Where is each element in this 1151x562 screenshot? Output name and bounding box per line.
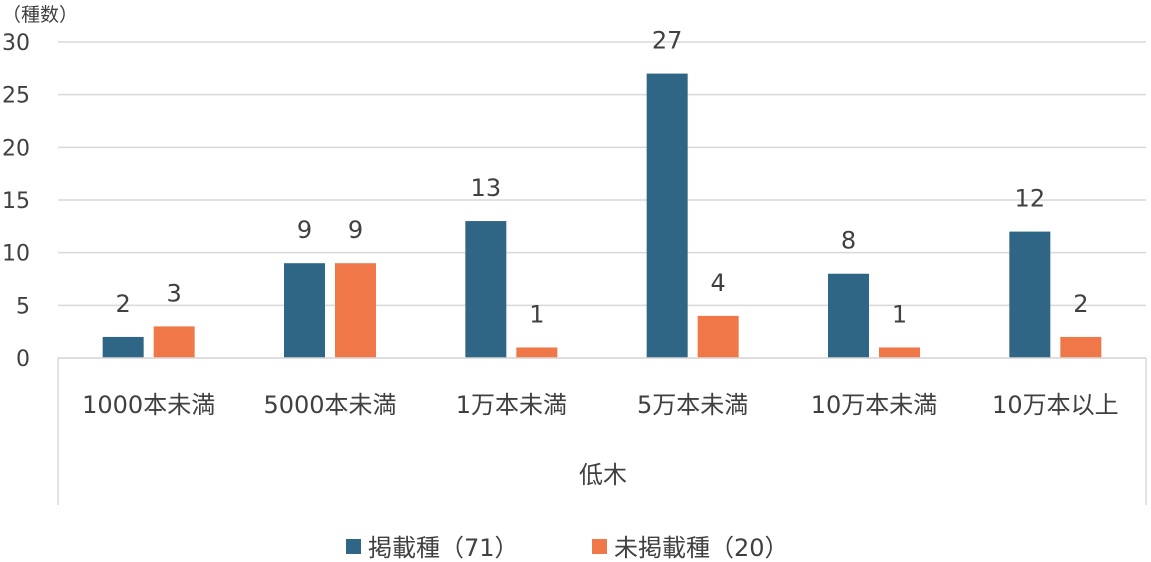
y-tick-label: 20 — [2, 136, 30, 161]
category-labels: 1000本未満 5000本未満 1万本未満 5万本未満 10万本未満 10万本以上 — [82, 391, 1118, 419]
gridlines — [58, 41, 1146, 359]
data-label: 2 — [116, 290, 131, 318]
category-label: 10万本以上 — [992, 391, 1119, 419]
data-label: 3 — [167, 279, 182, 307]
y-tick-label: 30 — [2, 31, 30, 56]
group-label: 低木 — [579, 461, 627, 489]
category-label: 1万本未満 — [456, 391, 567, 419]
bar-listed — [465, 221, 507, 358]
bar-listed — [102, 336, 144, 358]
data-label: 27 — [652, 27, 683, 55]
y-tick-label: 15 — [2, 189, 30, 214]
bar-unlisted — [1060, 336, 1102, 358]
bar-unlisted — [335, 263, 376, 358]
data-label: 8 — [841, 227, 856, 255]
legend-swatch — [592, 539, 607, 554]
data-label: 1 — [529, 300, 544, 328]
category-label: 10万本未満 — [811, 391, 938, 419]
bars — [102, 73, 1102, 358]
y-tick-label: 25 — [2, 84, 30, 109]
data-label: 12 — [1015, 185, 1046, 213]
legend-label: 未掲載種（20） — [614, 534, 789, 562]
y-tick-label: 5 — [16, 294, 30, 319]
category-label: 1000本未満 — [82, 391, 215, 419]
bar-unlisted — [516, 347, 558, 358]
y-tick-label: 10 — [2, 242, 30, 267]
axis-frame — [57, 357, 1147, 505]
category-label: 5000本未満 — [263, 391, 396, 419]
y-axis-ticks: 0 5 10 15 20 25 30 — [2, 31, 30, 372]
bar-unlisted — [153, 326, 195, 358]
bar-unlisted — [879, 347, 920, 358]
category-label: 5万本未満 — [637, 391, 748, 419]
y-tick-label: 0 — [16, 347, 30, 372]
data-label: 9 — [297, 216, 312, 244]
bar-unlisted — [697, 315, 739, 358]
data-labels: 2 3 9 9 13 1 27 4 8 1 12 2 — [116, 27, 1089, 329]
legend-label: 掲載種（71） — [368, 534, 519, 562]
data-label: 13 — [471, 174, 502, 202]
bar-listed — [1009, 231, 1051, 358]
data-label: 9 — [348, 216, 363, 244]
data-label: 4 — [711, 269, 726, 297]
legend-swatch — [346, 539, 361, 554]
data-label: 2 — [1073, 290, 1088, 318]
legend: 掲載種（71） 未掲載種（20） — [346, 534, 789, 562]
data-label: 1 — [892, 300, 907, 328]
bar-listed — [284, 263, 325, 358]
y-axis-label: （種数） — [2, 4, 78, 26]
bar-listed — [828, 273, 869, 358]
bar-listed — [646, 73, 688, 358]
